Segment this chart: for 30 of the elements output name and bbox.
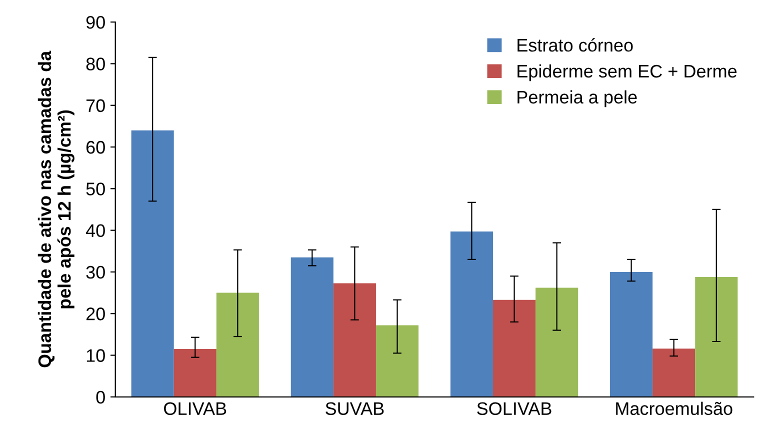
x-tick-label: SUVAB [326, 402, 384, 416]
bar [174, 349, 216, 397]
legend-label: Estrato córneo [518, 38, 633, 52]
x-tick-label: Macroemulsão [616, 402, 732, 416]
bar [695, 276, 738, 397]
bar [216, 292, 259, 397]
y-tick-label: 20 [86, 308, 105, 320]
bar [652, 348, 696, 397]
bar [610, 272, 653, 397]
legend-label: Permeia a pele [518, 90, 637, 108]
y-tick-label: 50 [86, 182, 105, 196]
bar [536, 288, 578, 397]
bar [376, 325, 419, 397]
y-tick-label: 80 [86, 58, 105, 70]
x-tick-label: SOLIVAB [477, 402, 552, 416]
y-tick-label: 10 [86, 349, 105, 362]
y-tick-label: 60 [86, 140, 105, 154]
bar [333, 283, 376, 397]
y-axis-title: Quantidade de ativo nas camadas da pele após 12 h (µg/cm²) [38, 50, 74, 368]
y-tick-label: 40 [86, 224, 105, 238]
bar [450, 232, 493, 397]
y-tick-label: 0 [96, 390, 105, 404]
y-tick-label: 70 [86, 99, 105, 112]
y-tick-label: 30 [86, 266, 105, 279]
legend-label: Epiderme sem EC + Derme [518, 64, 737, 82]
x-tick-label: OLIVAB [164, 402, 226, 416]
y-tick-label: 90 [86, 16, 105, 29]
bar [492, 300, 536, 397]
bar [290, 257, 334, 397]
bar [131, 130, 174, 397]
